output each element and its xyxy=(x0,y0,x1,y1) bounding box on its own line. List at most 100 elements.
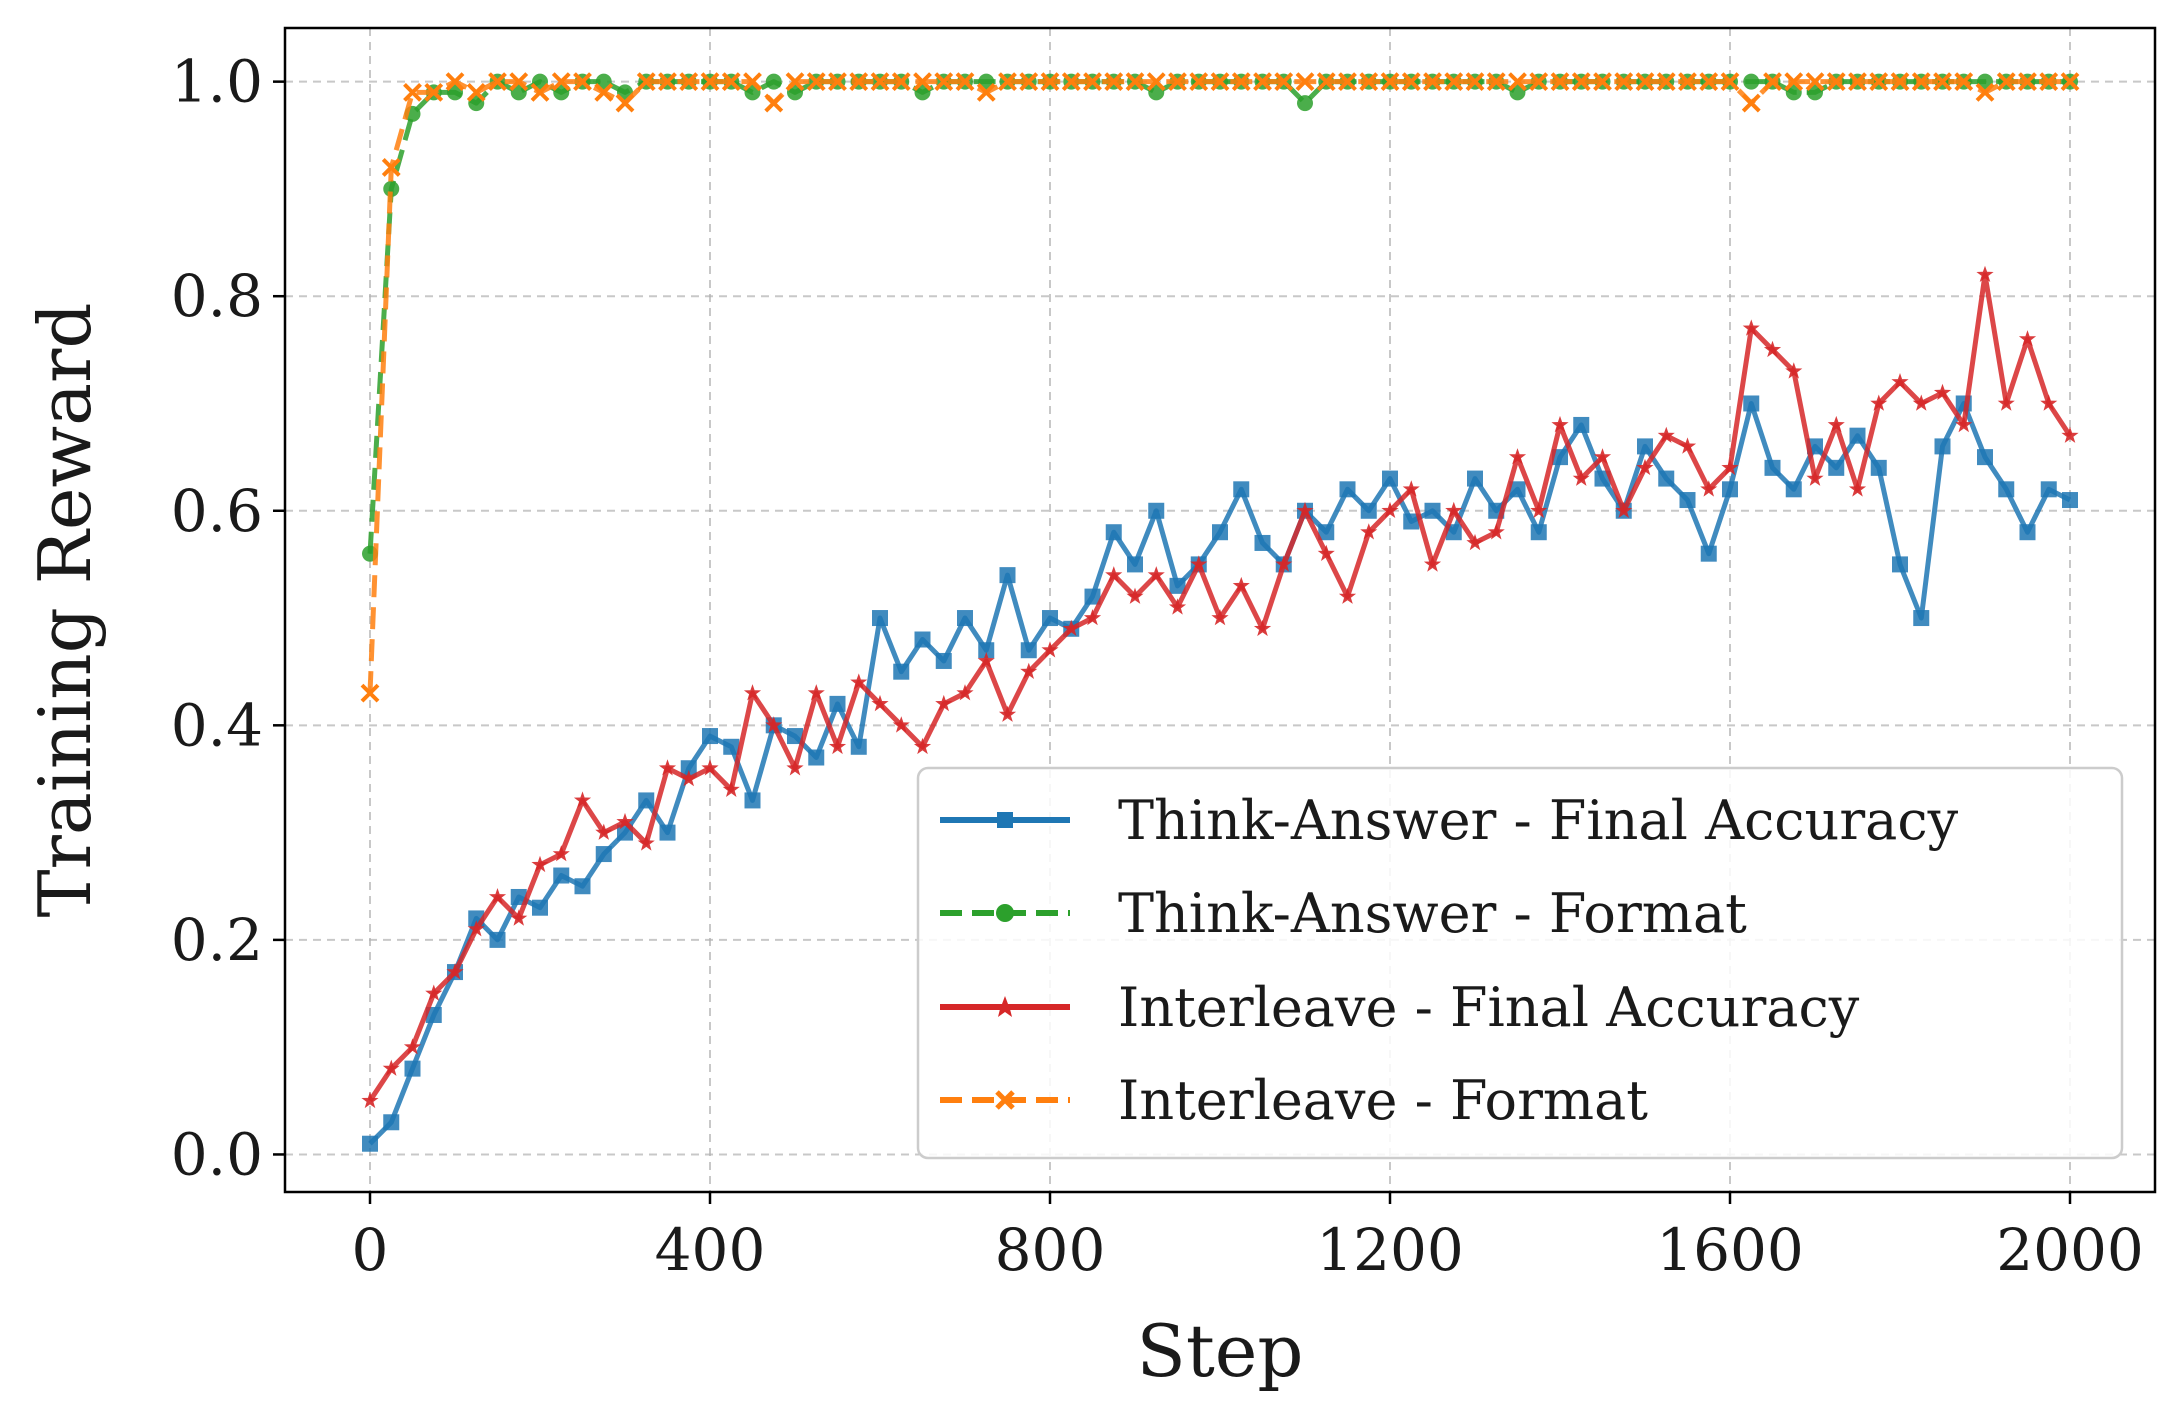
data-point-star xyxy=(1445,501,1463,518)
data-point-star xyxy=(1402,480,1420,497)
legend-entry-think-answer-accuracy: Think-Answer - Final Accuracy xyxy=(940,789,1959,852)
data-point-x xyxy=(1359,72,1379,92)
data-point-star xyxy=(828,737,847,755)
series-layer xyxy=(360,72,2080,1152)
data-point-star xyxy=(425,984,443,1001)
data-point-x xyxy=(870,72,890,92)
legend-label-interleave-accuracy: Interleave - Final Accuracy xyxy=(1118,976,1860,1039)
data-point-x xyxy=(700,72,720,92)
data-point-star xyxy=(1041,641,1059,658)
data-point-star xyxy=(531,855,549,873)
data-point-x xyxy=(424,82,444,102)
legend-marker-x xyxy=(995,1090,1015,1110)
data-point-x xyxy=(1954,72,1974,92)
data-point-square xyxy=(659,824,676,841)
data-point-x xyxy=(1168,72,1187,92)
data-point-x xyxy=(1423,72,1442,92)
data-point-square xyxy=(850,738,867,755)
data-point-x xyxy=(913,72,932,92)
data-point-star xyxy=(1232,576,1250,594)
data-point-star xyxy=(1870,394,1888,411)
data-point-star xyxy=(2061,426,2079,443)
x-axis-title: Step xyxy=(1137,1309,1304,1393)
data-point-x xyxy=(1508,72,1527,92)
x-tick-label: 1600 xyxy=(1656,1216,1804,1284)
data-point-square xyxy=(1424,502,1441,519)
data-point-star xyxy=(1423,555,1442,572)
legend-box xyxy=(916,766,2124,1160)
data-point-x xyxy=(2060,72,2080,92)
data-point-x xyxy=(891,72,911,92)
data-point-square xyxy=(808,749,825,766)
data-point-x xyxy=(1465,72,1485,92)
data-point-square xyxy=(532,899,548,916)
data-point-x xyxy=(1019,72,1039,92)
data-point-x xyxy=(466,82,486,102)
data-point-square xyxy=(978,642,995,659)
data-point-x xyxy=(976,82,996,102)
data-point-star xyxy=(1891,373,1909,390)
data-point-square xyxy=(383,1114,400,1131)
data-point-star xyxy=(1253,619,1272,637)
data-point-star xyxy=(1190,555,1208,572)
data-point-x xyxy=(1529,72,1549,92)
legend-entry-think-answer-format: Think-Answer - Format xyxy=(940,882,1747,945)
data-point-square xyxy=(1467,470,1483,487)
data-point-x xyxy=(806,72,826,92)
data-point-star xyxy=(1700,480,1718,497)
data-point-x xyxy=(509,72,529,92)
data-point-star xyxy=(1020,662,1038,679)
data-point-star xyxy=(956,684,974,701)
data-point-square xyxy=(1998,481,2015,498)
data-point-square xyxy=(510,888,527,905)
data-point-square xyxy=(1658,470,1675,487)
data-point-square xyxy=(362,1135,378,1152)
data-point-star xyxy=(1742,319,1760,336)
data-point-square xyxy=(1148,502,1165,519)
data-point-star xyxy=(595,823,613,840)
data-point-star xyxy=(382,1059,400,1076)
data-point-square xyxy=(404,1060,421,1077)
data-point-x xyxy=(1869,72,1889,92)
data-point-x xyxy=(1486,72,1506,92)
data-point-x xyxy=(1338,72,1357,92)
y-axis-title: Training Reward xyxy=(23,302,107,917)
data-point-x xyxy=(1231,72,1251,92)
data-point-star xyxy=(1360,523,1378,540)
data-point-star xyxy=(1785,362,1803,379)
data-point-x xyxy=(445,72,465,92)
x-tick-label: 400 xyxy=(655,1216,766,1284)
data-point-square xyxy=(638,792,655,809)
data-point-star xyxy=(1530,501,1548,518)
data-point-star xyxy=(1678,437,1697,454)
data-point-square xyxy=(1127,556,1143,573)
data-point-square xyxy=(1233,481,1250,498)
data-point-x xyxy=(1593,72,1612,92)
data-point-square xyxy=(1254,534,1271,551)
data-point-square xyxy=(1403,513,1420,530)
data-point-x xyxy=(1040,72,1060,92)
data-point-x xyxy=(1571,72,1591,92)
data-point-square xyxy=(1530,524,1547,541)
data-point-x xyxy=(636,72,656,92)
data-point-circle xyxy=(1743,73,1760,90)
data-point-x xyxy=(1720,72,1740,92)
data-point-x xyxy=(1380,72,1400,92)
data-point-square xyxy=(2019,524,2036,541)
data-point-star xyxy=(680,770,698,787)
data-point-x xyxy=(488,72,507,92)
data-point-star xyxy=(1296,501,1314,518)
y-tick-label: 0.0 xyxy=(171,1120,263,1188)
y-tick-label: 1.0 xyxy=(171,48,263,116)
data-point-circle xyxy=(1297,95,1313,112)
data-point-star xyxy=(1636,458,1654,476)
data-point-star xyxy=(892,716,910,733)
data-point-x xyxy=(1125,72,1145,92)
data-point-square xyxy=(1785,481,1802,498)
data-point-x xyxy=(360,683,380,703)
data-point-star xyxy=(998,705,1017,722)
data-point-x xyxy=(1805,72,1825,92)
data-point-star xyxy=(701,759,719,776)
data-point-x xyxy=(1763,72,1782,92)
